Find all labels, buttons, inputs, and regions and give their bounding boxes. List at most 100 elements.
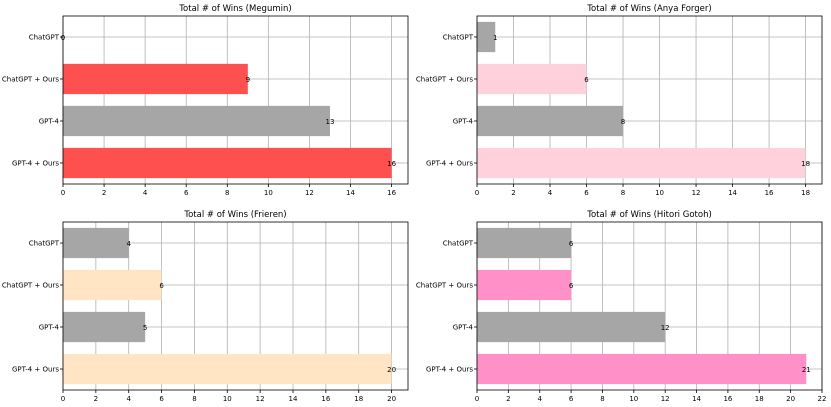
chart-title: Total # of Wins (Hitori Gotoh) [586,210,712,220]
x-tick-label: 2 [94,395,98,403]
x-tick-label: 14 [346,189,355,197]
x-tick-label: 10 [655,189,664,197]
x-tick-label: 2 [102,189,106,197]
bar [477,311,666,343]
y-tick-label: GPT-4 + Ours [12,366,59,374]
y-tick-label: ChatGPT + Ours [416,76,473,84]
data-label: 8 [621,118,625,126]
data-label: 6 [584,76,589,84]
chart-title: Total # of Wins (Anya Forger) [586,4,711,14]
data-label: 20 [387,366,396,374]
data-label: 12 [661,324,670,332]
chart-title: Total # of Wins (Frieren) [183,210,286,220]
x-tick-label: 14 [692,395,701,403]
bar [63,147,392,179]
y-tick-label: GPT-4 + Ours [426,160,473,168]
bar [63,353,392,385]
x-tick-label: 6 [184,189,189,197]
x-tick-label: 10 [223,395,232,403]
y-tick-label: GPT-4 + Ours [12,160,59,168]
x-tick-label: 12 [305,189,314,197]
x-tick-label: 12 [661,395,670,403]
bar [63,63,248,95]
x-tick-label: 0 [475,189,479,197]
x-tick-label: 0 [61,189,65,197]
x-tick-label: 4 [548,189,553,197]
y-tick-label: ChatGPT + Ours [416,282,473,290]
y-tick-label: ChatGPT [29,240,60,248]
bar [63,311,146,343]
x-tick-label: 8 [600,395,604,403]
data-label: 4 [126,240,131,248]
bar [63,105,330,137]
data-label: 18 [801,160,810,168]
bar [477,63,587,95]
axes-frame [62,15,409,185]
data-label: 16 [387,160,396,168]
x-tick-label: 8 [192,395,196,403]
x-tick-label: 20 [387,395,396,403]
x-tick-label: 8 [621,189,625,197]
y-tick-label: ChatGPT [443,34,474,42]
bar [477,21,496,53]
y-tick-label: GPT-4 [39,118,60,126]
x-tick-label: 12 [692,189,701,197]
x-tick-label: 4 [537,395,542,403]
data-label: 6 [569,282,574,290]
x-tick-label: 18 [354,395,363,403]
bar [477,353,807,385]
x-tick-label: 6 [584,189,589,197]
data-label: 1 [493,34,497,42]
data-label: 13 [326,118,335,126]
x-tick-label: 14 [728,189,737,197]
y-tick-label: GPT-4 [453,324,474,332]
bar [477,269,572,301]
bar [477,147,806,179]
x-tick-label: 8 [225,189,229,197]
chart-panel-3: Total # of Wins (Frieren) 4 6 5 20 0 2 4 6 8 10 12 1… [2,210,409,403]
y-tick-label: GPT-4 [39,324,60,332]
x-tick-label: 4 [126,395,131,403]
chart-title: Total # of Wins (Megumin) [178,4,291,14]
x-tick-label: 6 [159,395,164,403]
x-tick-label: 16 [765,189,774,197]
y-tick-label: GPT-4 + Ours [426,366,473,374]
data-label: 21 [802,366,811,374]
x-tick-label: 18 [755,395,764,403]
y-tick-label: ChatGPT + Ours [2,282,59,290]
data-label: 6 [159,282,164,290]
x-tick-label: 0 [475,395,479,403]
y-tick-label: ChatGPT [29,34,60,42]
y-tick-label: GPT-4 [453,118,474,126]
bar [63,227,129,259]
chart-panel-4: Total # of Wins (Hitori Gotoh) 6 6 12 21 0 2 4 6… [416,210,827,403]
x-tick-label: 10 [264,189,273,197]
x-tick-label: 6 [569,395,574,403]
data-label: 9 [246,76,250,84]
x-tick-label: 22 [818,395,827,403]
x-tick-label: 2 [506,395,510,403]
bar [477,105,624,137]
y-tick-label: ChatGPT + Ours [2,76,59,84]
data-label: 6 [569,240,574,248]
x-tick-label: 16 [387,189,396,197]
x-tick-label: 12 [256,395,265,403]
x-tick-label: 0 [61,395,65,403]
axes-frame [476,221,823,391]
y-tick-label: ChatGPT [443,240,474,248]
data-label: 5 [143,324,147,332]
x-tick-label: 16 [723,395,732,403]
x-tick-label: 18 [801,189,810,197]
x-tick-label: 20 [786,395,795,403]
axes-frame [62,221,409,391]
x-tick-label: 10 [629,395,638,403]
bar [477,227,572,259]
x-tick-label: 2 [511,189,515,197]
x-tick-label: 16 [321,395,330,403]
axes-frame [476,15,823,185]
x-tick-label: 14 [289,395,298,403]
x-tick-label: 4 [143,189,148,197]
